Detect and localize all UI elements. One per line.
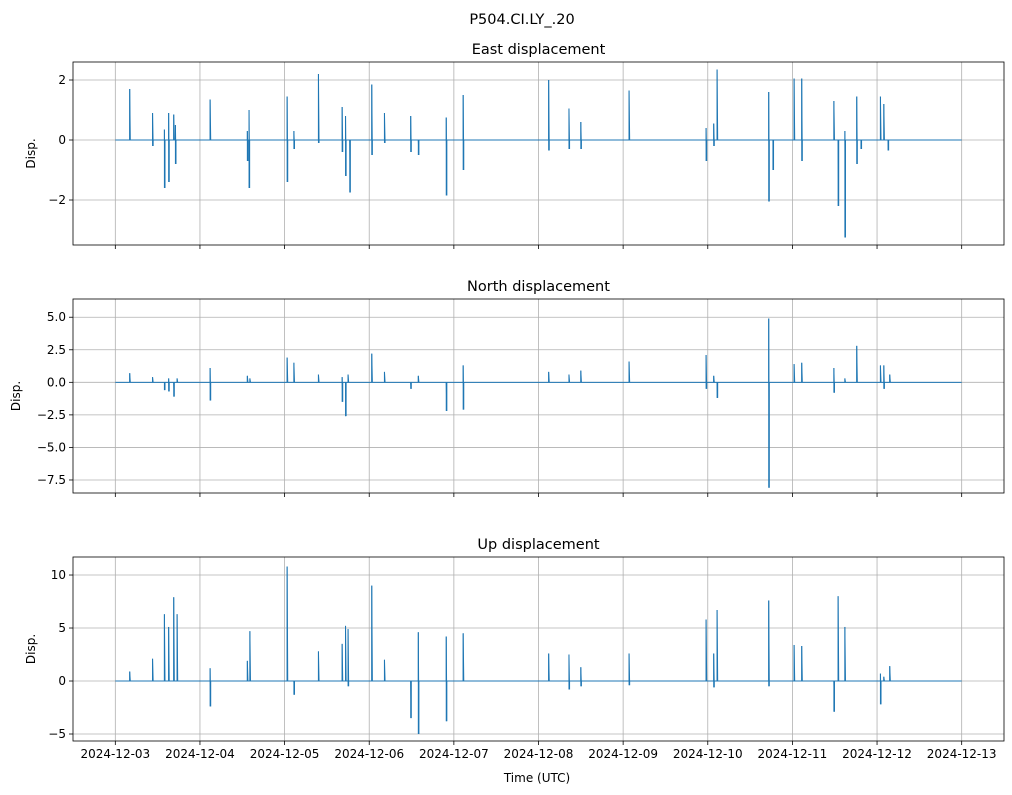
subplot-north: −7.5 −5.0 −2.5 0.0 2.5 5.0 North displacement D… bbox=[9, 279, 1005, 497]
y-axis-label: Disp. bbox=[24, 138, 38, 168]
y-tick-label: −7.5 bbox=[37, 473, 66, 487]
y-axis-label: Disp. bbox=[24, 634, 38, 664]
x-tick-label: 2024-12-12 bbox=[842, 747, 912, 761]
axes-frame bbox=[72, 298, 1005, 494]
x-tick-label: 2024-12-06 bbox=[334, 747, 404, 761]
x-tick-label: 2024-12-13 bbox=[927, 747, 997, 761]
y-tick-label: 10 bbox=[51, 568, 66, 582]
subplot-title: Up displacement bbox=[477, 537, 599, 553]
y-tick-label: −5 bbox=[48, 727, 66, 741]
y-tick-label: 2.5 bbox=[47, 343, 66, 357]
y-tick-label: −2 bbox=[48, 193, 66, 207]
y-tick-label: −2.5 bbox=[37, 408, 66, 422]
x-tick-label: 2024-12-03 bbox=[80, 747, 150, 761]
axes-frame bbox=[72, 556, 1005, 742]
subplot-title: East displacement bbox=[472, 42, 606, 58]
y-tick-label: 0 bbox=[58, 133, 66, 147]
y-tick-label: 5.0 bbox=[47, 310, 66, 324]
figure-title: P504.CI.LY_.20 bbox=[469, 12, 574, 28]
y-axis-label: Disp. bbox=[9, 381, 23, 411]
y-tick-label: 5 bbox=[58, 621, 66, 635]
x-tick-label: 2024-12-09 bbox=[588, 747, 658, 761]
x-tick-label: 2024-12-07 bbox=[419, 747, 489, 761]
x-tick-label: 2024-12-04 bbox=[165, 747, 235, 761]
x-tick-label: 2024-12-08 bbox=[504, 747, 574, 761]
y-tick-label: 0.0 bbox=[47, 375, 66, 389]
subplot-up: 2024-12-03 2024-12-04 2024-12-05 2024-12-06… bbox=[24, 537, 1005, 761]
x-axis-label: Time (UTC) bbox=[503, 771, 570, 785]
x-tick-label: 2024-12-11 bbox=[758, 747, 828, 761]
y-tick-label: −5.0 bbox=[37, 440, 66, 454]
subplot-title: North displacement bbox=[467, 279, 610, 295]
y-tick-label: 2 bbox=[58, 73, 66, 87]
x-tick-label: 2024-12-05 bbox=[250, 747, 320, 761]
y-tick-label: 0 bbox=[58, 674, 66, 688]
axes-frame bbox=[72, 61, 1005, 246]
subplot-east: −2 0 2 East displacement Disp. bbox=[24, 42, 1005, 249]
x-tick-label: 2024-12-10 bbox=[673, 747, 743, 761]
